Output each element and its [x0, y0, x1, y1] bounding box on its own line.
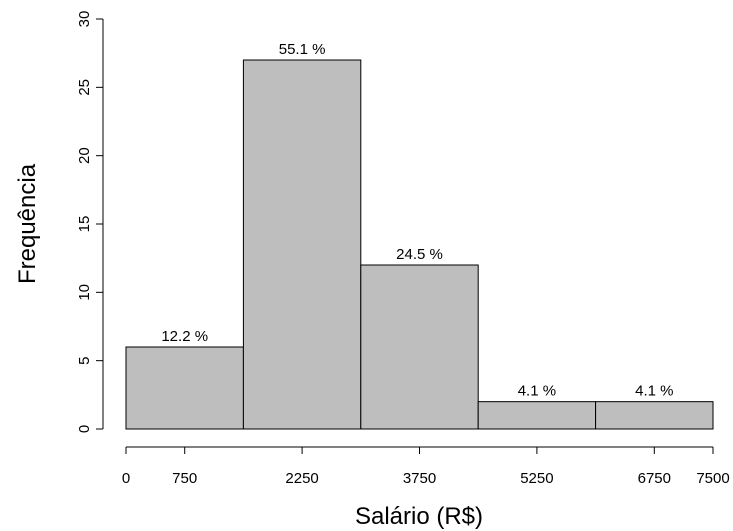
y-tick-label: 30 — [76, 11, 93, 28]
x-axis-title: Salário (R$) — [355, 503, 483, 530]
x-tick-label: 0 — [122, 470, 130, 487]
histogram-bar-2 — [242, 59, 362, 430]
y-tick-label: 25 — [76, 79, 93, 96]
y-axis-title: Frequência — [14, 163, 41, 284]
y-tick-label: 5 — [76, 356, 93, 364]
y-tick-label: 20 — [76, 147, 93, 164]
histogram-bar-3 — [360, 264, 479, 430]
bar-percent-label-4: 4.1 % — [518, 383, 556, 400]
histogram-bar-1 — [125, 346, 244, 430]
histogram-bar-5 — [595, 401, 714, 430]
histogram-bar-4 — [477, 401, 597, 430]
y-tick-label: 10 — [76, 284, 93, 301]
y-tick-label: 15 — [76, 216, 93, 233]
x-tick-label: 750 — [172, 470, 197, 487]
bar-percent-label-5: 4.1 % — [635, 383, 673, 400]
x-axis: 0 750 2250 3750 5250 6750 7500 — [122, 446, 730, 487]
x-tick-label: 2250 — [285, 470, 318, 487]
x-tick-label: 5250 — [520, 470, 553, 487]
x-tick-label: 6750 — [638, 470, 671, 487]
x-tick-label: 3750 — [403, 470, 436, 487]
bar-percent-label-1: 12.2 % — [161, 328, 208, 345]
y-axis: 0 5 10 15 20 25 30 — [76, 11, 104, 433]
bar-percent-label-3: 24.5 % — [396, 246, 443, 263]
x-tick-label: 7500 — [696, 470, 729, 487]
data-labels-layer: 12.2 % 55.1 % 24.5 % 4.1 % 4.1 % — [161, 41, 673, 400]
y-tick-label: 0 — [76, 425, 93, 433]
bar-percent-label-2: 55.1 % — [279, 41, 326, 58]
bars-layer — [125, 59, 714, 430]
